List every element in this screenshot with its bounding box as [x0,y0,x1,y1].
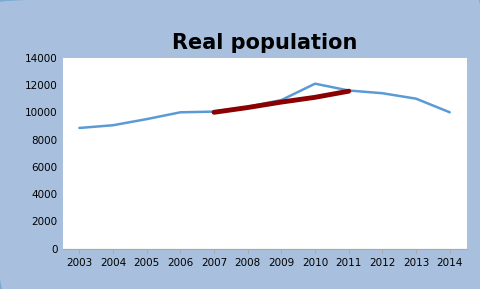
Title: Real population: Real population [171,34,357,53]
